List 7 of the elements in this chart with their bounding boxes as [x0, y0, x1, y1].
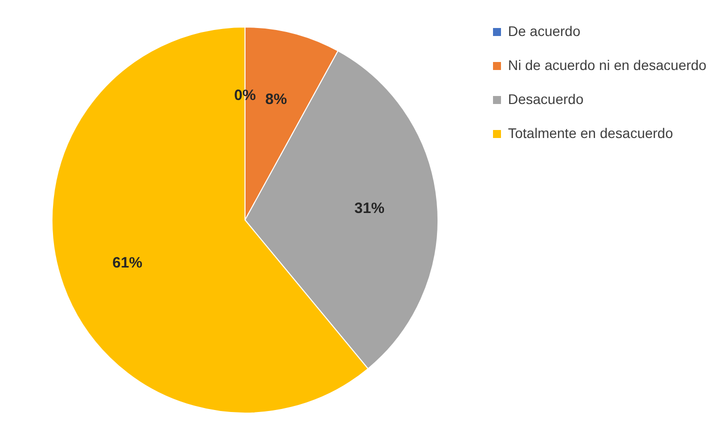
legend-label: De acuerdo [508, 23, 581, 39]
data-label: 8% [265, 90, 287, 108]
legend-label: Ni de acuerdo ni en desacuerdo [508, 57, 707, 73]
data-label: 31% [354, 200, 384, 218]
legend-label: Desacuerdo [508, 91, 584, 107]
legend-label: Totalmente en desacuerdo [508, 125, 674, 141]
data-label: 61% [112, 254, 142, 272]
